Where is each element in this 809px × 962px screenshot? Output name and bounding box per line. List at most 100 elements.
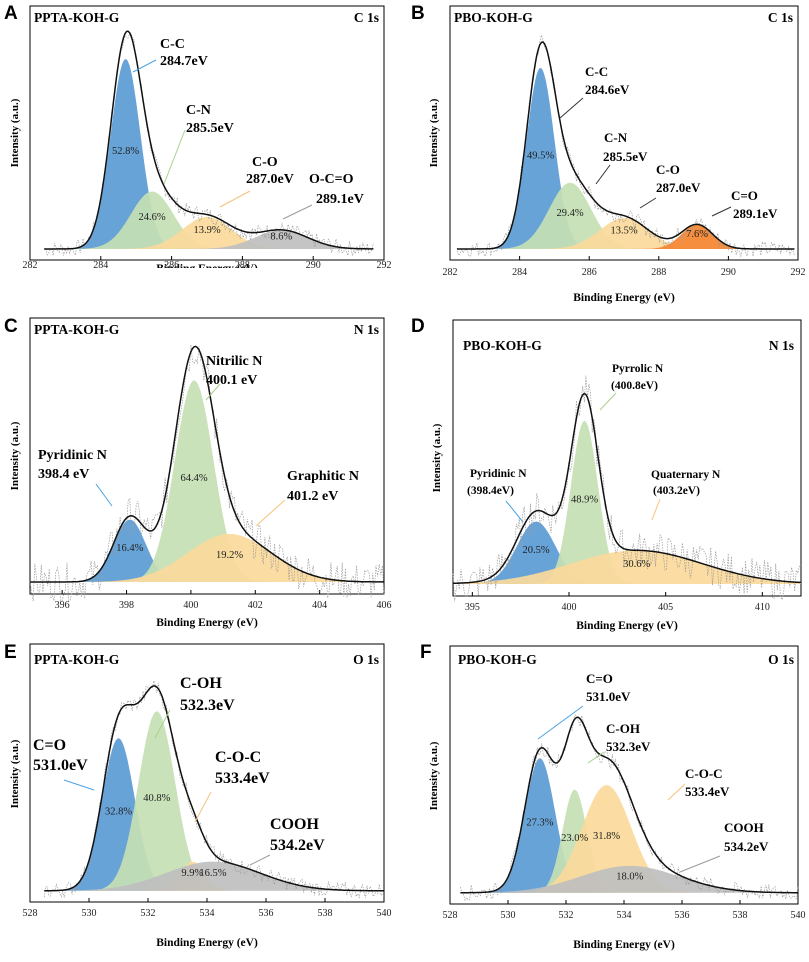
- x-tick-label: 534: [617, 910, 632, 921]
- y-axis-label: Intensity (a.u.): [9, 421, 21, 490]
- x-tick-label: 284: [93, 260, 108, 271]
- peak-arrow: [599, 392, 617, 411]
- peak-fills: [457, 68, 795, 249]
- peak-arrow: [282, 204, 313, 220]
- peak-fill-3: [453, 550, 801, 584]
- x-tick-label: 398: [119, 600, 134, 611]
- x-axis-label: Binding Energy (eV): [156, 937, 258, 949]
- percent-label: 16.5%: [199, 868, 226, 879]
- y-axis-label: Intensity (a.u.): [428, 98, 440, 167]
- panel-letter: E: [4, 642, 17, 663]
- x-tick-label: 400: [562, 602, 577, 613]
- sample-label: PBO-KOH-G: [454, 10, 533, 25]
- x-tick-label: 540: [791, 910, 806, 921]
- panel-a: A PPTA-KOH-G C 1s Intensity (a.u.) 52.8%…: [4, 3, 392, 282]
- peak-fill-2: [44, 711, 384, 891]
- percent-labels: 52.8% 24.6% 13.9% 8.6%: [112, 146, 292, 243]
- x-tick-labels: 528 530 532 534 536 538 540: [443, 910, 806, 921]
- panel-letter: D: [411, 316, 425, 337]
- peak-energy-label: 398.4 eV: [38, 467, 89, 482]
- percent-label: 20.5%: [523, 545, 550, 556]
- peak-fills: [453, 420, 801, 584]
- percent-label: 18.0%: [616, 871, 643, 882]
- x-tick-label: 396: [55, 600, 70, 611]
- peak-name-label: COOH: [724, 820, 764, 835]
- peak-fill-1: [44, 59, 374, 250]
- peak-name-label: C-N: [604, 130, 628, 145]
- percent-label: 13.5%: [610, 226, 637, 237]
- x-tick-label: 532: [559, 910, 574, 921]
- percent-label: 7.6%: [686, 229, 708, 240]
- panel-f: F PBO-KOH-G O 1s Intensity (a.u.) 27.3%2…: [420, 642, 806, 951]
- percent-label: 64.4%: [181, 473, 208, 484]
- panel-b: B PBO-KOH-G C 1s Intensity (a.u.) 49.5% 2…: [411, 3, 806, 304]
- peak-fill-1: [460, 758, 798, 893]
- peak-energy-label: 284.6eV: [585, 82, 630, 97]
- peak-energy-label: 531.0eV: [33, 757, 88, 774]
- peak-fill-3: [30, 534, 384, 582]
- peak-arrow: [667, 783, 686, 801]
- peak-arrow: [63, 779, 95, 791]
- peak-arrow: [505, 500, 524, 523]
- percent-label: 32.8%: [105, 807, 132, 818]
- percent-label: 8.6%: [270, 232, 292, 243]
- x-ticks: [29, 898, 385, 902]
- x-tick-label: 288: [651, 267, 666, 278]
- peak-energy-label: 532.3eV: [180, 697, 235, 714]
- y-axis-label: Intensity (a.u.): [428, 741, 440, 810]
- raw-spectrum: [460, 714, 799, 902]
- peak-energy-label: 532.3eV: [606, 739, 651, 754]
- x-tick-label: 286: [582, 267, 597, 278]
- sample-label: PBO-KOH-G: [463, 338, 542, 353]
- peak-name-label: C=O: [33, 737, 66, 754]
- percent-label: 19.2%: [216, 550, 243, 561]
- x-tick-label: 410: [755, 602, 770, 613]
- peak-arrow: [595, 164, 611, 185]
- x-tick-label: 404: [312, 600, 327, 611]
- peak-name-label: Quaternary N: [651, 469, 721, 481]
- peak-name-label: C-N: [186, 103, 211, 118]
- percent-labels: 16.4% 64.4% 19.2%: [116, 473, 243, 561]
- peak-arrow: [249, 854, 271, 866]
- peak-arrow: [639, 197, 657, 209]
- peak-fill-4: [44, 230, 374, 249]
- x-tick-label: 288: [235, 260, 250, 271]
- percent-labels: 49.5% 29.4% 13.5% 7.6%: [527, 150, 708, 239]
- plot-frame: [29, 5, 385, 261]
- core-level-label: N 1s: [769, 338, 794, 353]
- peak-fill-2: [30, 380, 384, 582]
- peak-energy-label: 287.0eV: [246, 172, 294, 187]
- x-tick-label: 292: [377, 260, 392, 271]
- percent-label: 23.0%: [561, 833, 588, 844]
- raw-spectrum: [452, 375, 802, 602]
- percent-labels: 27.3% 23.0% 31.8% 18.0%: [526, 818, 643, 883]
- x-tick-label: 282: [443, 267, 458, 278]
- peak-energy-label: (398.4eV): [467, 485, 514, 497]
- peak-name-label: C-O-C: [685, 766, 723, 781]
- peak-fills: [460, 758, 798, 893]
- x-ticks: [449, 256, 799, 260]
- envelope-line: [460, 716, 798, 894]
- panel-letter: A: [4, 3, 18, 24]
- x-tick-label: 530: [501, 910, 516, 921]
- peak-fill-1: [453, 521, 801, 584]
- x-tick-label: 395: [465, 602, 480, 613]
- peak-name-label: C-C: [585, 64, 608, 79]
- peak-arrow: [537, 705, 584, 740]
- peak-energy-label: 284.7eV: [160, 54, 208, 69]
- percent-label: 48.9%: [571, 494, 598, 505]
- peak-name-label: O-C=O: [309, 172, 354, 187]
- x-tick-label: 540: [377, 908, 392, 919]
- peak-arrow: [219, 190, 251, 208]
- x-axis-label: Binding Energy (eV): [573, 939, 675, 951]
- core-level-label: C 1s: [354, 10, 379, 25]
- peak-name-label: C-O: [252, 155, 278, 170]
- peak-energy-label: 401.2 eV: [287, 489, 338, 504]
- envelope-line: [44, 685, 384, 892]
- x-tick-labels: 396 398 400 402 404 406: [55, 600, 392, 611]
- panel-c: C PPTA-KOH-G N 1s Intensity (a.u.) 16.4%…: [4, 316, 392, 629]
- peak-energy-label: 289.1eV: [316, 192, 364, 207]
- x-tick-label: 284: [512, 267, 527, 278]
- peak-energy-label: 531.0eV: [586, 689, 631, 704]
- peak-name-label: C=O: [586, 671, 613, 686]
